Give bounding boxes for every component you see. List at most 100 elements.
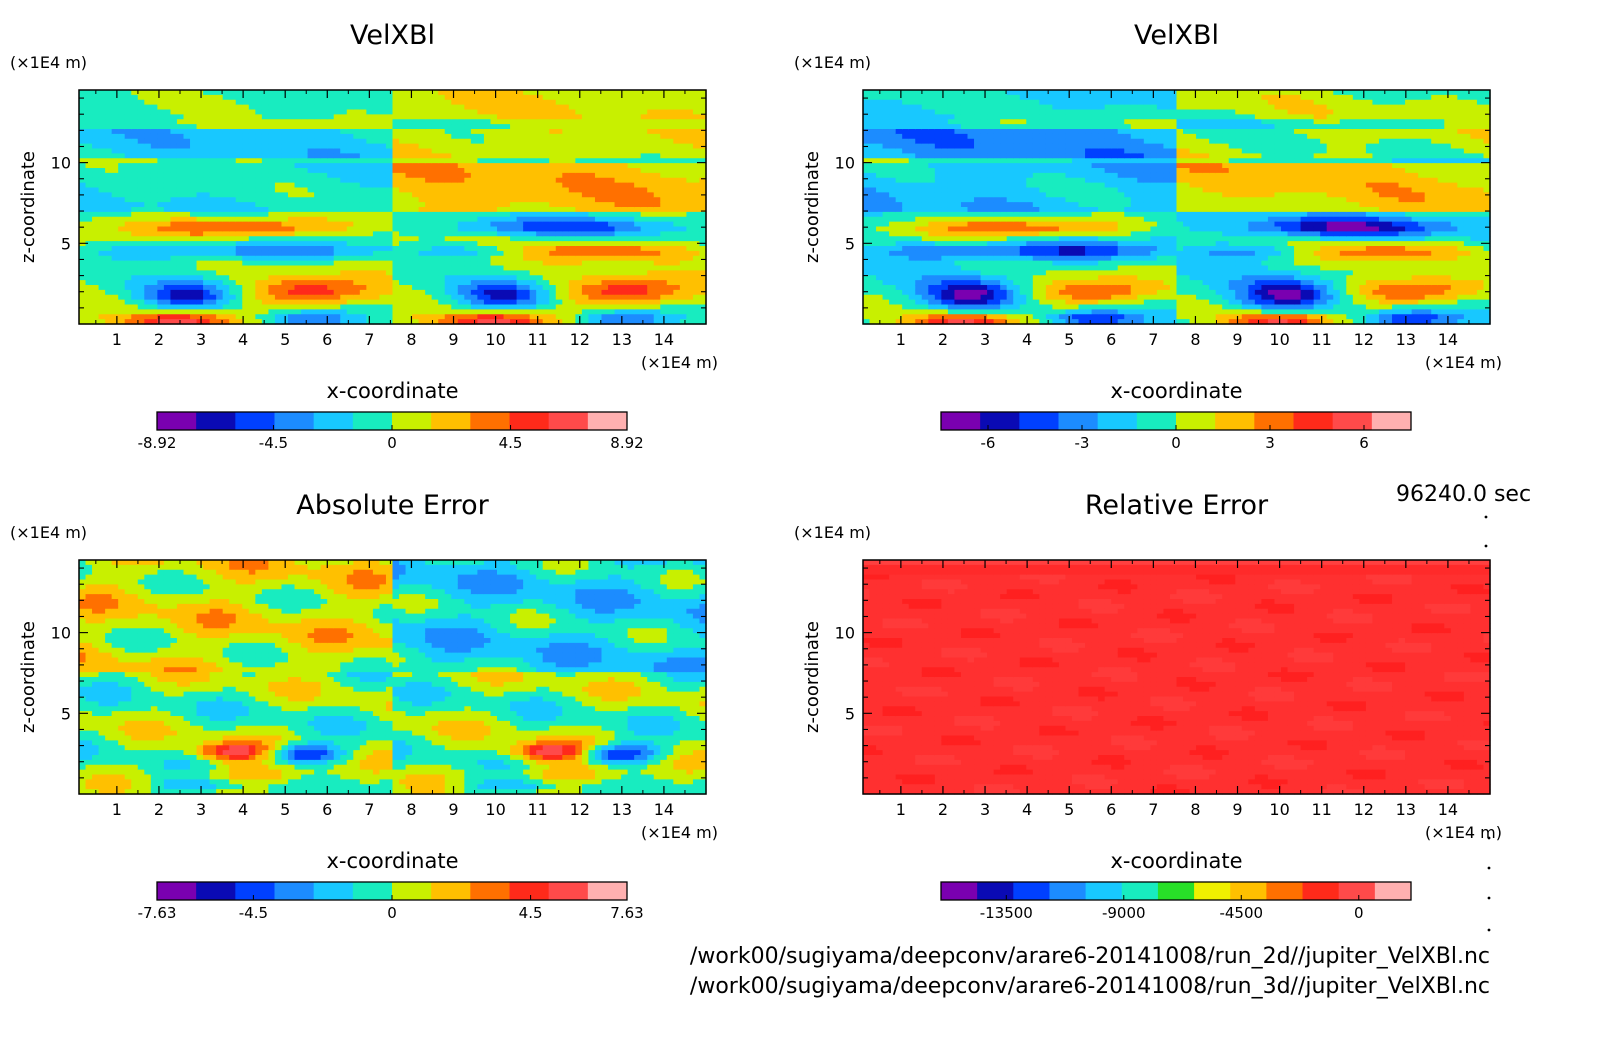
field-cell <box>275 314 282 319</box>
field-cell <box>523 251 530 256</box>
field-cell <box>889 90 896 95</box>
field-cell <box>641 212 648 217</box>
field-cell <box>92 202 99 207</box>
field-cell <box>471 202 478 207</box>
field-cell <box>353 124 360 129</box>
field-cell <box>340 178 347 183</box>
field-cell <box>621 158 628 163</box>
field-cell <box>360 110 367 115</box>
field-cell <box>451 173 458 178</box>
field-cell <box>497 183 504 188</box>
field-cell <box>608 168 615 173</box>
field-cell <box>660 134 667 139</box>
field-cell <box>412 275 419 280</box>
field-cell <box>647 222 654 227</box>
field-cell <box>223 124 230 129</box>
field-cell <box>621 261 628 266</box>
field-cell <box>595 251 602 256</box>
field-cell <box>680 295 687 300</box>
field-cell <box>582 207 589 212</box>
field-cell <box>543 173 550 178</box>
field-cell <box>334 314 341 319</box>
field-cell <box>556 134 563 139</box>
field-cell <box>667 212 674 217</box>
field-cell <box>490 168 497 173</box>
field-cell <box>210 178 217 183</box>
field-cell <box>523 222 530 227</box>
field-cell <box>595 114 602 119</box>
field-cell <box>184 124 191 129</box>
field-cell <box>255 163 262 168</box>
field-cell <box>92 217 99 222</box>
field-cell <box>628 217 635 222</box>
field-cell <box>164 178 171 183</box>
field-cell <box>321 197 328 202</box>
field-cell <box>399 256 406 261</box>
field-cell <box>680 149 687 154</box>
field-cell <box>393 285 400 290</box>
field-cell <box>575 305 582 310</box>
field-cell <box>510 261 517 266</box>
field-cell <box>125 222 132 227</box>
field-cell <box>399 275 406 280</box>
field-cell <box>86 217 93 222</box>
field-cell <box>105 95 112 100</box>
field-cell <box>229 114 236 119</box>
field-cell <box>399 119 406 124</box>
field-cell <box>112 163 119 168</box>
field-cell <box>634 153 641 158</box>
field-cell <box>634 149 641 154</box>
field-cell <box>379 222 386 227</box>
field-cell <box>621 153 628 158</box>
field-cell <box>373 309 380 314</box>
field-cell <box>549 236 556 241</box>
field-cell <box>399 95 406 100</box>
field-cell <box>412 114 419 119</box>
field-cell <box>523 270 530 275</box>
field-cell <box>876 207 883 212</box>
field-cell <box>112 300 119 305</box>
field-cell <box>157 153 164 158</box>
field-cell <box>517 124 524 129</box>
field-cell <box>379 95 386 100</box>
field-cell <box>144 305 151 310</box>
field-cell <box>255 261 262 266</box>
field-cell <box>464 280 471 285</box>
field-cell <box>615 275 622 280</box>
field-cell <box>295 173 302 178</box>
field-cell <box>301 149 308 154</box>
field-cell <box>281 197 288 202</box>
field-cell <box>118 95 125 100</box>
field-cell <box>393 231 400 236</box>
field-cell <box>308 173 315 178</box>
field-cell <box>445 261 452 266</box>
field-cell <box>490 124 497 129</box>
field-cell <box>314 129 321 134</box>
field-cell <box>164 105 171 110</box>
field-cell <box>595 300 602 305</box>
field-cell <box>99 261 106 266</box>
field-cell <box>641 139 648 144</box>
field-cell <box>628 207 635 212</box>
field-cell <box>86 236 93 241</box>
field-cell <box>151 110 158 115</box>
field-cell <box>504 222 511 227</box>
field-cell <box>667 251 674 256</box>
field-cell <box>249 290 256 295</box>
field-cell <box>660 110 667 115</box>
field-cell <box>412 241 419 246</box>
field-cell <box>334 149 341 154</box>
field-cell <box>223 217 230 222</box>
field-cell <box>347 124 354 129</box>
field-cell <box>386 285 393 290</box>
field-cell <box>131 266 138 271</box>
field-cell <box>360 217 367 222</box>
field-cell <box>393 300 400 305</box>
field-cell <box>223 285 230 290</box>
field-cell <box>229 231 236 236</box>
field-cell <box>575 178 582 183</box>
field-cell <box>125 280 132 285</box>
field-cell <box>621 168 628 173</box>
field-cell <box>301 134 308 139</box>
field-cell <box>151 192 158 197</box>
